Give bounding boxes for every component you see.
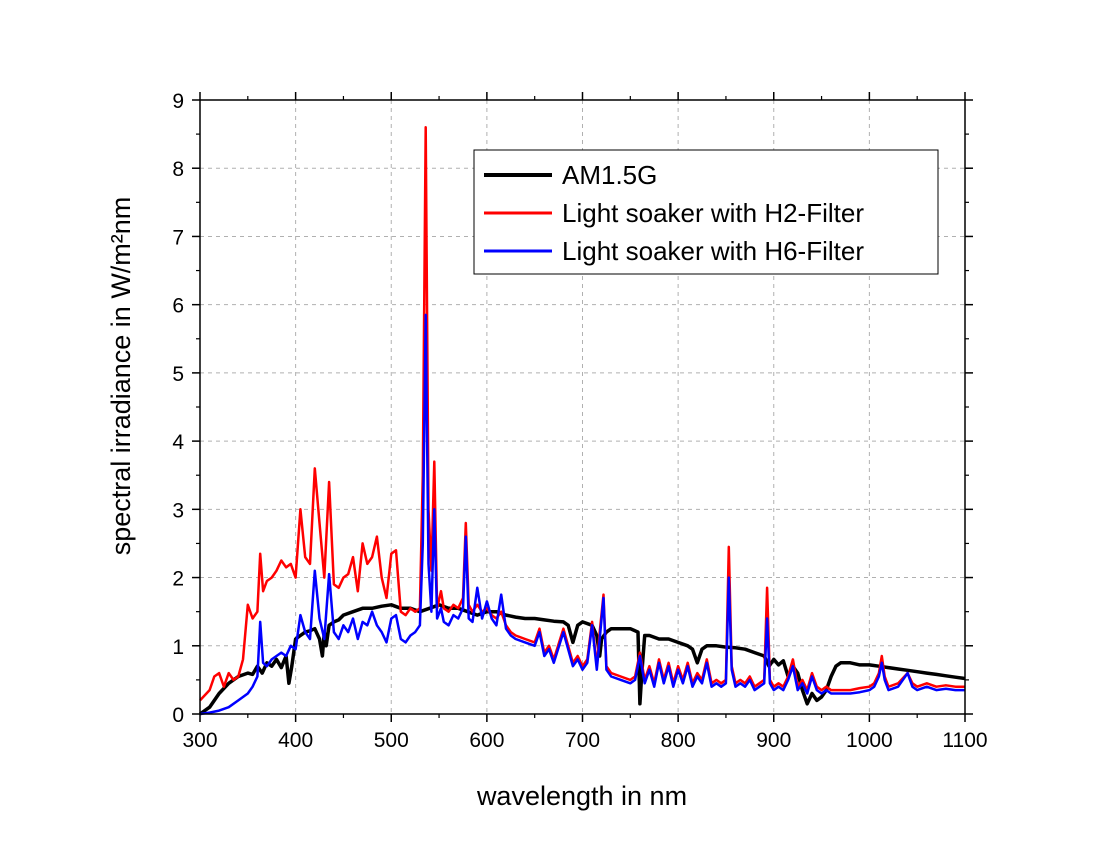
y-tick-label-8: 8 (172, 158, 184, 181)
x-axis-title: wavelength in nm (476, 781, 687, 811)
y-tick-label-5: 5 (172, 363, 184, 386)
x-tick-label-700: 700 (565, 729, 600, 752)
y-tick-label-0: 0 (172, 704, 184, 727)
y-tick-label-3: 3 (172, 499, 184, 522)
y-axis-title: spectral irradiance in W/m²nm (106, 197, 136, 556)
series-lines (198, 126, 966, 716)
legend-label-h6: Light soaker with H6-Filter (562, 236, 864, 266)
legend-label-h2: Light soaker with H2-Filter (562, 198, 864, 228)
y-tick-label-4: 4 (172, 431, 184, 454)
y-tick-label-7: 7 (172, 226, 184, 249)
x-tick-label-800: 800 (661, 729, 696, 752)
legend: AM1.5G Light soaker with H2-Filter Light… (473, 149, 939, 275)
y-tick-label-2: 2 (172, 568, 184, 591)
grid-lines (200, 100, 965, 714)
series-line-h6-filter (199, 313, 965, 716)
y-tick-label-1: 1 (172, 636, 184, 659)
y-tick-label-9: 9 (172, 90, 184, 113)
x-tick-label-1000: 1000 (846, 729, 893, 752)
x-tick-label-1100: 1100 (942, 729, 987, 752)
axes (192, 92, 973, 722)
legend-label-am15g: AM1.5G (562, 160, 657, 190)
x-tick-label-300: 300 (182, 729, 217, 752)
series-line-am15g (198, 603, 966, 716)
x-tick-label-600: 600 (469, 729, 504, 752)
tick-labels: 300 400 500 600 700 800 900 1000 1100 0 1 2 3 4 5 6 7 8 9 (172, 90, 987, 752)
x-tick-label-500: 500 (374, 729, 409, 752)
y-tick-label-6: 6 (172, 295, 184, 318)
x-tick-label-900: 900 (756, 729, 791, 752)
x-tick-label-400: 400 (278, 729, 313, 752)
